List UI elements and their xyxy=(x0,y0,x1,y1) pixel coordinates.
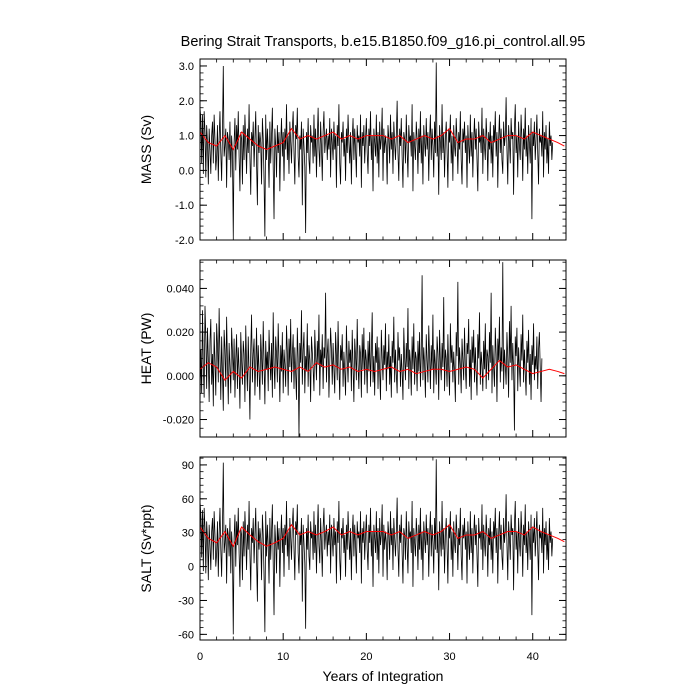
panel-1: -2.0 -1.0 0.0 1.0 2.0 3.0 MASS (Sv) xyxy=(138,58,567,247)
panels: -2.0 -1.0 0.0 1.0 2.0 3.0 MASS (Sv) -0.020 0.000… xyxy=(138,58,567,663)
y-tick-label: -1.0 xyxy=(175,200,194,212)
x-tick-label: 30 xyxy=(443,651,455,663)
y-tick-label: -60 xyxy=(178,629,194,641)
y-axis-title-1: MASS (Sv) xyxy=(138,115,154,184)
series-line-2-1 xyxy=(200,262,543,437)
panel-2: -0.020 0.000 0.020 0.040 HEAT (PW) xyxy=(138,259,567,438)
y-tick-label: -0.020 xyxy=(163,415,194,427)
y-tick-label: 90 xyxy=(182,460,194,472)
plot-frame-2 xyxy=(199,259,567,438)
y-tick-label: -2.0 xyxy=(175,235,194,247)
y-tick-label: 0.000 xyxy=(166,371,194,383)
y-tick-label: 30 xyxy=(182,528,194,540)
y-tick-label: -30 xyxy=(178,595,194,607)
x-tick-label: 0 xyxy=(197,651,203,663)
series-line-1-1 xyxy=(200,62,554,237)
series-line-2-2 xyxy=(200,359,565,381)
panel-3: -60 -30 0 30 60 90 SALT (Sv*ppt) xyxy=(138,456,567,641)
x-tick-label: 20 xyxy=(360,651,372,663)
y-tick-label: 0.040 xyxy=(166,283,194,295)
x-tick-label: 10 xyxy=(277,651,289,663)
y-axis-title-2: HEAT (PW) xyxy=(138,313,154,385)
series-line-1-2 xyxy=(200,127,565,151)
chart-title: Bering Strait Transports, b.e15.B1850.f0… xyxy=(181,34,586,50)
y-tick-label: 0.0 xyxy=(179,165,194,177)
y-tick-label: 2.0 xyxy=(179,96,194,108)
y-tick-label: 60 xyxy=(182,494,194,506)
y-tick-label: 0 xyxy=(188,562,194,574)
series-line-3-1 xyxy=(200,459,554,635)
x-tick-label: 40 xyxy=(527,651,539,663)
y-tick-label: 3.0 xyxy=(179,61,194,73)
y-tick-label: 0.020 xyxy=(166,327,194,339)
y-axis-title-3: SALT (Sv*ppt) xyxy=(138,504,154,592)
y-tick-label: 1.0 xyxy=(179,131,194,143)
series-line-3-2 xyxy=(200,523,565,548)
x-axis-title: Years of Integration xyxy=(323,668,444,684)
